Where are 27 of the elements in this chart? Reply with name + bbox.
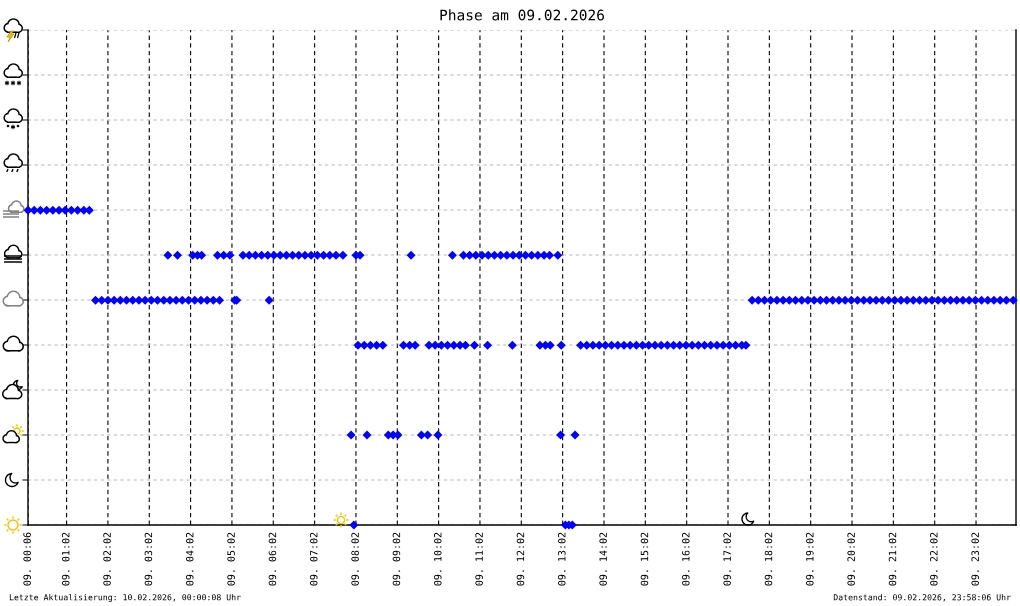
x-tick-label: 09. 23:02 [971, 532, 979, 586]
x-tick-label: 09. 00:06 [23, 532, 31, 586]
x-tick-label: 09. 04:02 [185, 532, 194, 586]
x-tick-label: 09. 15:02 [640, 532, 649, 586]
x-tick-label: 09. 21:02 [888, 532, 897, 586]
text: Letzte Aktualisierung: 10.02.2026, 00:00:08 Uhr [9, 593, 241, 603]
x-tick-label: 09. 10:02 [434, 532, 442, 586]
x-tick-label: 09. 19:02 [806, 532, 814, 586]
x-tick-label: 09. 12:02 [516, 532, 525, 586]
x-tick-label: 09. 09:02 [392, 532, 401, 586]
x-tick-label: 09. 14:02 [599, 532, 607, 586]
x-tick-label: 09. 07:02 [309, 532, 318, 586]
x-tick-label: 09. 22:02 [930, 532, 938, 586]
x-tick-label: 09. 20:02 [847, 532, 855, 586]
x-tick-label: 09. 18:02 [764, 532, 773, 586]
x-tick-label: 09. 03:02 [144, 532, 153, 586]
x-tick-label: 09. 06:02 [268, 532, 277, 586]
x-tick-label: 09. 01:02 [61, 532, 70, 586]
x-tick-label: 09. 16:02 [682, 532, 690, 586]
x-tick-label: 09. 11:02 [475, 532, 483, 586]
x-tick-label: 09. 13:02 [558, 532, 566, 586]
x-tick-label: 09. 05:02 [227, 532, 235, 586]
x-tick-label: 09. 08:02 [351, 532, 359, 586]
x-tick-label: 09. 17:02 [723, 532, 731, 586]
x-tick-label: 09. 02:02 [103, 532, 111, 586]
text: Datenstand: 09.02.2026, 23:58:06 Uhr [833, 594, 1011, 602]
chart-title: Phase am 09.02.2026 [440, 9, 604, 21]
